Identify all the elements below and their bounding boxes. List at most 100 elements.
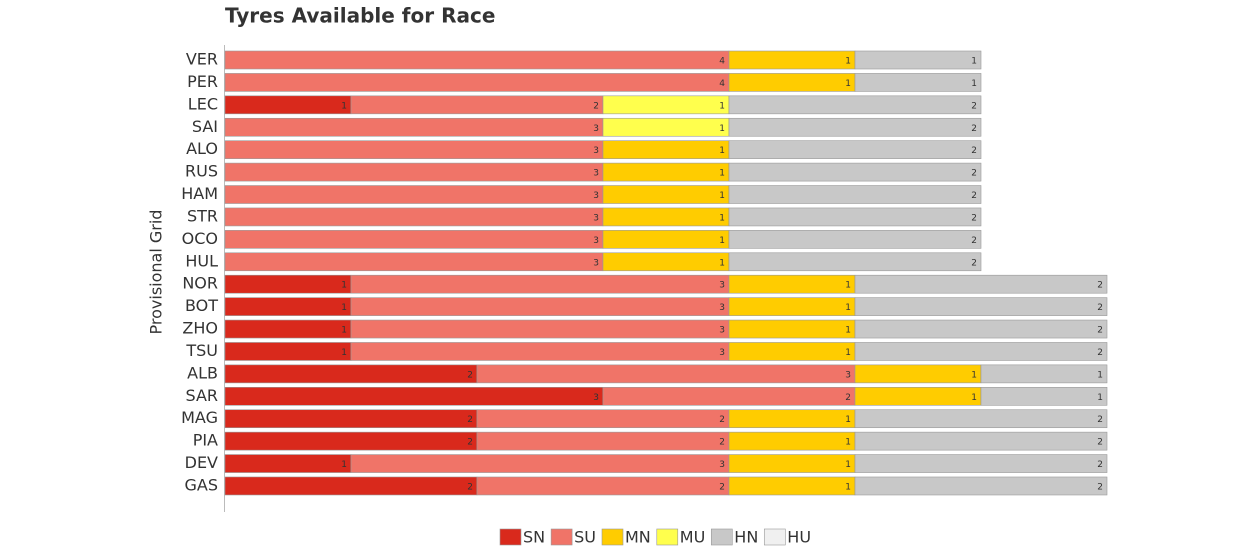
- bar-segment: [854, 364, 982, 384]
- bar-segment: [224, 73, 730, 92]
- bar-segment: [224, 50, 730, 70]
- bar-segment: [350, 454, 730, 473]
- bar-segment: [728, 185, 982, 204]
- value-label: 2: [1097, 303, 1103, 313]
- bar-segment: [728, 252, 982, 272]
- bar-segment: [854, 454, 1108, 473]
- value-label: 1: [845, 415, 851, 425]
- y-tick-label: LEC: [188, 94, 218, 113]
- bar-segment: [728, 73, 856, 92]
- bar-segment: [854, 297, 1108, 316]
- bar-segment: [224, 454, 352, 473]
- value-label: 2: [971, 213, 977, 223]
- y-tick-label: RUS: [185, 162, 218, 181]
- bar-segment: [224, 185, 604, 204]
- legend-label: SU: [574, 528, 596, 547]
- value-label: 1: [845, 482, 851, 492]
- bar-segment: [728, 409, 856, 429]
- value-label: 2: [719, 482, 725, 492]
- bar-segment: [980, 364, 1108, 384]
- y-tick-label: BOT: [185, 296, 218, 315]
- value-label: 1: [971, 57, 977, 67]
- value-label: 1: [719, 169, 725, 179]
- value-label: 2: [1097, 482, 1103, 492]
- bar-segment: [350, 319, 730, 339]
- value-label: 1: [845, 303, 851, 313]
- bar-segment: [728, 117, 982, 137]
- y-tick-label: HUL: [185, 251, 218, 270]
- legend-swatch: [499, 528, 522, 546]
- bar-segment: [224, 319, 352, 339]
- value-label: 2: [971, 146, 977, 156]
- value-label: 1: [341, 326, 347, 336]
- bar-segment: [224, 297, 352, 316]
- bar-segment: [224, 95, 352, 115]
- value-label: 3: [593, 236, 599, 246]
- bar-segment: [350, 297, 730, 316]
- bar-segment: [980, 386, 1108, 406]
- value-label: 3: [593, 258, 599, 268]
- bar-segment: [854, 409, 1108, 429]
- bar-segment: [728, 319, 856, 339]
- value-label: 4: [719, 79, 725, 89]
- bar-segment: [728, 342, 856, 361]
- bar-segment: [476, 364, 856, 384]
- y-tick-label: ZHO: [182, 319, 218, 338]
- bar-segment: [728, 431, 856, 451]
- value-label: 1: [845, 326, 851, 336]
- bar-segment: [476, 409, 730, 429]
- bar-segment: [350, 274, 730, 294]
- y-tick-label: ALO: [186, 139, 218, 158]
- bar-segment: [224, 342, 352, 361]
- value-label: 2: [467, 482, 473, 492]
- value-label: 2: [971, 124, 977, 134]
- bar-segment: [728, 95, 982, 115]
- y-tick-label: STR: [187, 206, 218, 225]
- bar-segment: [854, 274, 1108, 294]
- bar-segment: [728, 162, 982, 182]
- bar-segment: [350, 342, 730, 361]
- value-label: 2: [971, 101, 977, 111]
- value-label: 2: [467, 370, 473, 380]
- bar-segment: [224, 476, 478, 496]
- value-label: 1: [845, 438, 851, 448]
- bar-segment: [602, 162, 730, 182]
- bar-segment: [728, 50, 856, 70]
- value-label: 2: [467, 415, 473, 425]
- bar-segment: [602, 185, 730, 204]
- value-label: 1: [341, 101, 347, 111]
- value-label: 1: [719, 101, 725, 111]
- y-axis-label: Provisional Grid: [147, 210, 166, 335]
- y-tick-label: VER: [186, 50, 218, 69]
- bar-segment: [854, 73, 982, 92]
- bar-segment: [602, 95, 730, 115]
- bar-segment: [476, 431, 730, 451]
- value-label: 1: [1097, 393, 1103, 403]
- value-label: 3: [593, 393, 599, 403]
- value-label: 4: [719, 57, 725, 67]
- value-label: 1: [971, 393, 977, 403]
- bar-segment: [224, 364, 478, 384]
- y-tick-label: SAR: [185, 386, 218, 405]
- value-label: 2: [1097, 415, 1103, 425]
- bar-segment: [854, 342, 1108, 361]
- value-label: 1: [719, 213, 725, 223]
- value-label: 3: [593, 146, 599, 156]
- value-label: 2: [467, 438, 473, 448]
- bar-segment: [728, 454, 856, 473]
- legend-swatch: [550, 528, 573, 546]
- value-label: 2: [1097, 438, 1103, 448]
- legend-label: HN: [734, 528, 758, 547]
- bar-segment: [602, 117, 730, 137]
- value-label: 1: [719, 258, 725, 268]
- value-label: 3: [719, 460, 725, 470]
- bar-segment: [602, 140, 730, 159]
- value-label: 1: [341, 348, 347, 358]
- bar-segment: [224, 386, 604, 406]
- value-label: 2: [1097, 348, 1103, 358]
- y-tick-label: TSU: [185, 341, 218, 360]
- value-label: 3: [719, 348, 725, 358]
- bar-segment: [728, 140, 982, 159]
- y-tick-label: MAG: [181, 408, 218, 427]
